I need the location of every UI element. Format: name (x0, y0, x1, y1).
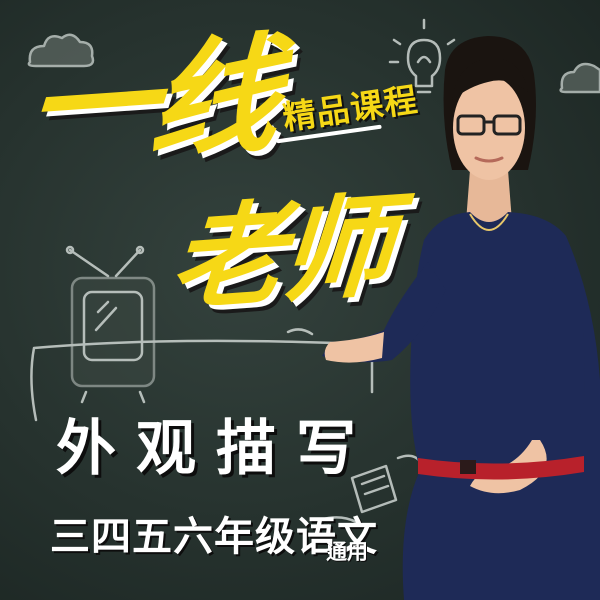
grade-subject-label: 三四五六年级语文 (50, 514, 378, 560)
scope-tag: 通用 (326, 540, 368, 564)
lesson-topic: 外观描写 (56, 414, 376, 484)
cloud-icon (559, 62, 600, 94)
cloud-icon (27, 33, 95, 68)
tv-icon (65, 245, 156, 404)
